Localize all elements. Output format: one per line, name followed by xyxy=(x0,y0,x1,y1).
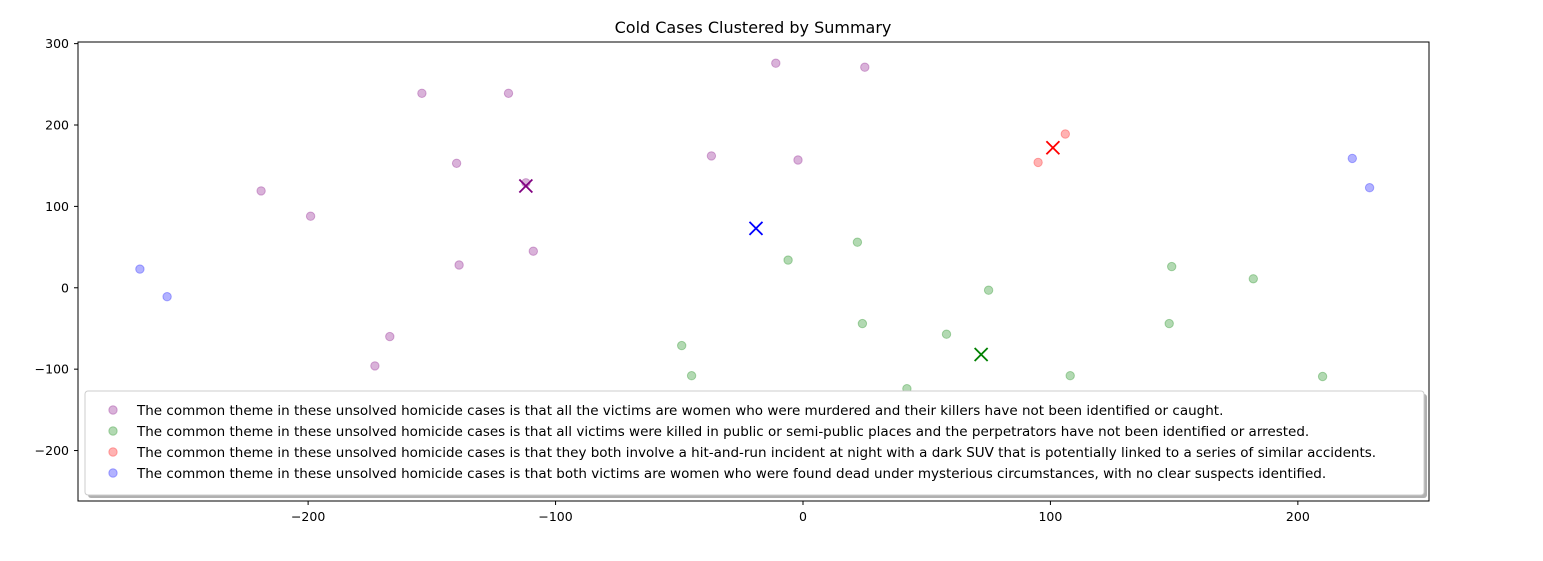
data-point-series-0-1 xyxy=(503,88,514,99)
data-point-series-0-11 xyxy=(528,246,538,256)
data-point-series-1-7 xyxy=(1164,318,1174,329)
y-tick-label-5: 300 xyxy=(45,36,69,51)
data-point-series-0-13 xyxy=(370,361,380,371)
data-point-series-0-0 xyxy=(417,88,427,99)
data-point-series-3-3 xyxy=(1364,183,1375,193)
chart-title: Cold Cases Clustered by Summary xyxy=(615,18,892,37)
y-tick-label-3: 100 xyxy=(45,199,69,214)
x-tick-label-2: 0 xyxy=(799,509,807,524)
y-tick-label-1: −100 xyxy=(35,362,69,377)
data-point-series-1-2 xyxy=(983,285,994,295)
legend-label-2: The common theme in these unsolved homic… xyxy=(136,445,1376,461)
centroid-marker-2 xyxy=(1045,140,1061,155)
data-point-series-3-2 xyxy=(1347,153,1358,164)
x-tick-label-0: −200 xyxy=(291,509,325,524)
data-point-series-1-1 xyxy=(783,255,793,265)
data-point-series-0-3 xyxy=(860,62,870,72)
data-point-series-1-5 xyxy=(857,318,868,329)
data-point-series-0-2 xyxy=(771,58,781,68)
y-tick-label-0: −200 xyxy=(35,443,69,458)
data-point-series-1-9 xyxy=(686,371,697,381)
data-point-series-1-4 xyxy=(1248,274,1259,284)
data-point-series-0-8 xyxy=(305,211,316,221)
data-point-series-0-10 xyxy=(454,260,464,270)
legend-label-3: The common theme in these unsolved homic… xyxy=(136,466,1326,482)
data-point-series-0-7 xyxy=(256,186,266,196)
centroid-marker-1 xyxy=(974,347,989,362)
x-tick-label-1: −100 xyxy=(538,509,572,524)
legend-marker-1 xyxy=(108,426,118,436)
data-point-series-1-6 xyxy=(941,329,952,339)
points-layer xyxy=(135,58,1375,394)
data-point-series-0-6 xyxy=(793,155,803,165)
y-tick-label-2: 0 xyxy=(61,280,69,295)
centroids-layer xyxy=(518,140,1061,362)
data-point-series-3-0 xyxy=(135,264,145,274)
legend-label-1: The common theme in these unsolved homic… xyxy=(136,424,1309,440)
legend-box xyxy=(84,390,1425,496)
legend-marker-3 xyxy=(108,468,118,478)
axes-layer: −200 −100 0 100 200 −200 −100 0 100 200 300 xyxy=(35,36,1430,524)
data-point-series-2-0 xyxy=(1060,129,1071,139)
data-point-series-3-1 xyxy=(162,292,172,302)
y-tick-label-4: 200 xyxy=(45,118,69,133)
legend-label-0: The common theme in these unsolved homic… xyxy=(136,403,1223,419)
data-point-series-1-10 xyxy=(1065,371,1075,381)
legend-marker-0 xyxy=(108,405,118,415)
data-point-series-0-4 xyxy=(451,158,462,169)
centroid-marker-3 xyxy=(748,221,764,236)
legend-marker-2 xyxy=(108,447,118,457)
data-point-series-1-8 xyxy=(677,340,687,351)
x-tick-label-4: 200 xyxy=(1286,509,1310,524)
data-point-series-1-3 xyxy=(1167,261,1177,272)
plot-frame xyxy=(77,41,1430,502)
centroid-marker-0 xyxy=(518,178,533,194)
data-point-series-0-5 xyxy=(706,151,717,161)
legend: The common theme in these unsolved homic… xyxy=(84,390,1427,498)
data-point-series-0-12 xyxy=(385,331,395,342)
data-point-series-2-1 xyxy=(1033,157,1043,168)
data-point-series-1-0 xyxy=(852,237,863,247)
x-tick-label-3: 100 xyxy=(1038,509,1062,524)
data-point-series-1-11 xyxy=(1317,371,1328,382)
